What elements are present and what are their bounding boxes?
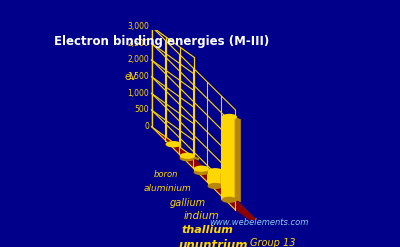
Text: eV: eV <box>125 72 138 82</box>
Text: 1,500: 1,500 <box>128 72 149 81</box>
Text: Group 13: Group 13 <box>250 238 296 247</box>
Text: thallium: thallium <box>182 225 234 235</box>
Polygon shape <box>221 171 227 188</box>
FancyBboxPatch shape <box>180 156 195 158</box>
Polygon shape <box>207 169 213 174</box>
Polygon shape <box>193 156 199 161</box>
FancyBboxPatch shape <box>222 117 237 200</box>
Ellipse shape <box>180 155 195 161</box>
Text: 0: 0 <box>144 122 149 131</box>
Text: ununtrium: ununtrium <box>178 239 248 247</box>
Text: boron: boron <box>154 170 178 179</box>
Polygon shape <box>152 127 278 241</box>
Ellipse shape <box>208 168 223 174</box>
Text: www.webelements.com: www.webelements.com <box>209 218 308 227</box>
Text: aluminium: aluminium <box>144 184 192 193</box>
Polygon shape <box>179 144 185 147</box>
Text: 2,000: 2,000 <box>128 55 149 64</box>
Ellipse shape <box>166 141 181 147</box>
Polygon shape <box>180 156 195 158</box>
Text: 3,000: 3,000 <box>127 22 149 31</box>
Text: 1,000: 1,000 <box>128 89 149 98</box>
Text: 2,500: 2,500 <box>128 39 149 48</box>
Polygon shape <box>194 169 209 172</box>
Ellipse shape <box>194 169 209 175</box>
FancyBboxPatch shape <box>208 171 223 186</box>
Polygon shape <box>152 27 194 157</box>
Polygon shape <box>222 117 237 200</box>
Polygon shape <box>235 117 241 202</box>
Polygon shape <box>208 171 223 186</box>
Text: 500: 500 <box>134 105 149 114</box>
Ellipse shape <box>166 141 181 147</box>
Ellipse shape <box>222 114 237 120</box>
Ellipse shape <box>222 197 237 203</box>
Text: gallium: gallium <box>170 198 206 208</box>
FancyBboxPatch shape <box>194 169 209 172</box>
Text: Electron binding energies (M-III): Electron binding energies (M-III) <box>54 35 269 48</box>
Text: indium: indium <box>184 211 220 222</box>
Ellipse shape <box>208 183 223 189</box>
Ellipse shape <box>194 165 209 172</box>
Ellipse shape <box>180 153 195 159</box>
